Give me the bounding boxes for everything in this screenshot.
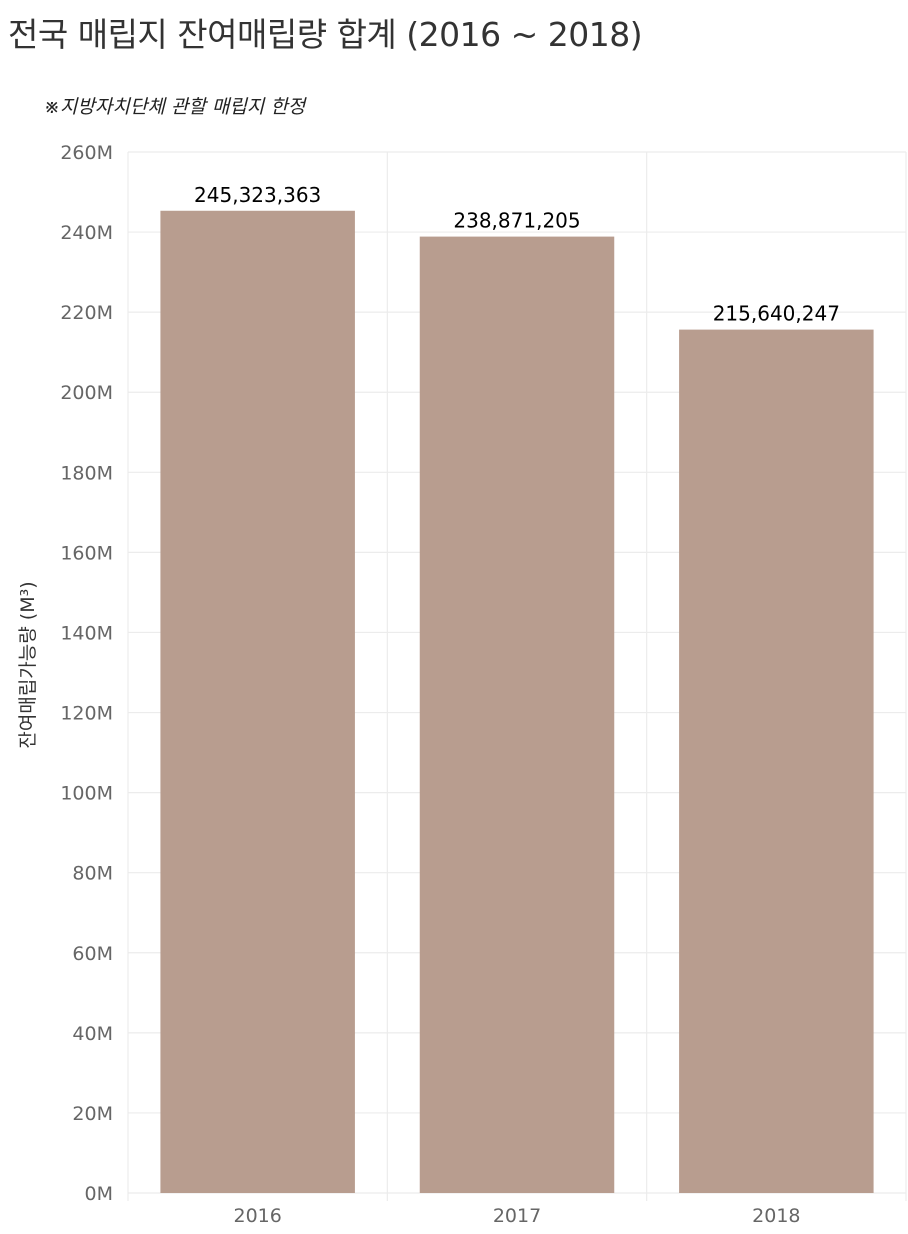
- y-tick-label-6: 120M: [60, 703, 113, 725]
- y-tick-label-1: 20M: [72, 1103, 113, 1125]
- y-tick-label-13: 260M: [60, 142, 113, 164]
- bar-2016: [160, 210, 355, 1193]
- y-tick-label-5: 100M: [60, 783, 113, 805]
- x-tick-label-2017: 2017: [493, 1205, 541, 1227]
- chart-subtitle: ※지방자치단체 관할 매립지 한정: [44, 96, 306, 118]
- y-tick-label-8: 160M: [60, 542, 113, 564]
- bars: [160, 210, 874, 1194]
- y-tick-label-4: 80M: [72, 863, 113, 885]
- x-axis-ticks: 2016 2017 2018: [233, 1205, 800, 1227]
- y-tick-label-2: 40M: [72, 1023, 113, 1045]
- bar-2017: [419, 236, 615, 1194]
- y-axis-ticks: 0M 20M 40M 60M 80M 100M 120M 140M 160M 180M 200M 22…: [60, 142, 113, 1205]
- y-axis-label: 잔여매립가능량 (M³): [17, 581, 39, 748]
- data-labels: 245,323,363 238,871,205 215,640,247: [194, 183, 840, 326]
- y-tick-label-12: 240M: [60, 222, 113, 244]
- y-tick-label-11: 220M: [60, 302, 113, 324]
- y-tick-label-3: 60M: [72, 943, 113, 965]
- data-label-2017: 238,871,205: [453, 209, 580, 233]
- data-label-2016: 245,323,363: [194, 183, 321, 207]
- y-tick-label-7: 140M: [60, 622, 113, 644]
- data-label-2018: 215,640,247: [713, 302, 840, 326]
- chart-title: 전국 매립지 잔여매립량 합계 (2016 ~ 2018): [8, 15, 643, 54]
- bar-2018: [679, 329, 874, 1193]
- y-tick-label-9: 180M: [60, 462, 113, 484]
- y-tick-label-10: 200M: [60, 382, 113, 404]
- x-tick-label-2018: 2018: [752, 1205, 800, 1227]
- x-tick-label-2016: 2016: [233, 1205, 281, 1227]
- y-tick-label-0: 0M: [85, 1183, 113, 1205]
